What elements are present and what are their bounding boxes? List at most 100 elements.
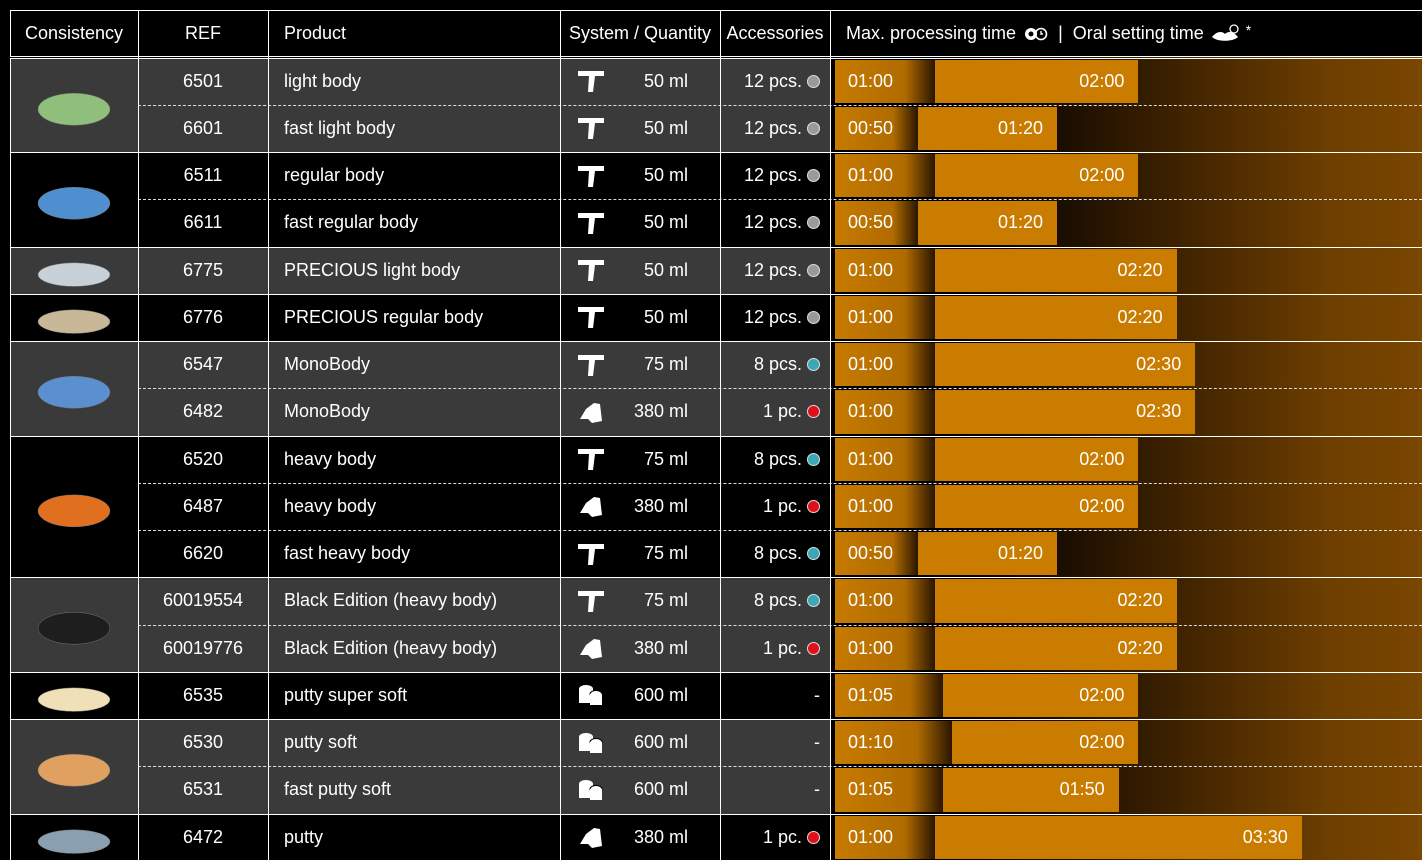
product: Black Edition (heavy body) — [284, 625, 554, 672]
consistency-sample — [10, 294, 138, 341]
setting-time: 02:20 — [935, 577, 1163, 624]
ref: 6775 — [138, 247, 268, 294]
column-line — [268, 10, 269, 860]
ref: 6601 — [138, 105, 268, 152]
row-separator — [138, 105, 1422, 106]
ref: 60019776 — [138, 625, 268, 672]
accessory-dot — [807, 264, 820, 277]
quantity: 75 ml — [600, 577, 688, 624]
accessories: 8 pcs. — [720, 577, 820, 624]
column-line — [720, 10, 721, 860]
accessory-dot — [807, 500, 820, 513]
processing-time: 01:00 — [848, 294, 893, 341]
accessories-text: 1 pc. — [763, 638, 802, 659]
accessory-dot — [807, 122, 820, 135]
accessory-dot — [807, 216, 820, 229]
processing-time: 00:50 — [848, 199, 893, 246]
accessories-text: 8 pcs. — [754, 354, 802, 375]
setting-icon — [1210, 24, 1240, 44]
accessories-text: - — [814, 732, 820, 753]
setting-time: 02:20 — [935, 247, 1163, 294]
consistency-sample — [10, 58, 138, 153]
accessories-text: 8 pcs. — [754, 590, 802, 611]
processing-time: 01:00 — [848, 436, 893, 483]
setting-time: 02:00 — [935, 152, 1124, 199]
setting-time: 02:20 — [935, 625, 1163, 672]
accessory-dot — [807, 642, 820, 655]
product: heavy body — [284, 436, 554, 483]
quantity: 50 ml — [600, 247, 688, 294]
consistency-sample — [10, 152, 138, 247]
product: fast light body — [284, 105, 554, 152]
processing-time: 01:00 — [848, 341, 893, 388]
processing-time: 01:00 — [848, 625, 893, 672]
group-separator — [10, 577, 1422, 578]
ref: 6535 — [138, 672, 268, 719]
page: Consistency REF Product System / Quantit… — [0, 0, 1422, 860]
quantity: 600 ml — [600, 719, 688, 766]
column-line — [138, 10, 139, 860]
header-times: Max. processing time | Oral setting time… — [846, 10, 1251, 57]
quantity: 50 ml — [600, 152, 688, 199]
row-separator — [138, 199, 1422, 200]
setting-time: 01:20 — [918, 105, 1043, 152]
accessories: 1 pc. — [720, 388, 820, 435]
ref: 6501 — [138, 58, 268, 105]
product: putty — [284, 814, 554, 860]
accessories: 12 pcs. — [720, 247, 820, 294]
product: PRECIOUS light body — [284, 247, 554, 294]
accessories: - — [720, 719, 820, 766]
group-separator — [10, 341, 1422, 342]
consistency-sample — [10, 436, 138, 578]
accessory-dot — [807, 405, 820, 418]
accessories: 12 pcs. — [720, 105, 820, 152]
column-line — [830, 10, 831, 860]
product: regular body — [284, 152, 554, 199]
accessory-dot — [807, 311, 820, 324]
product: fast regular body — [284, 199, 554, 246]
row-separator — [138, 388, 1422, 389]
processing-time: 01:00 — [848, 814, 893, 860]
accessories: 12 pcs. — [720, 199, 820, 246]
header-ref: REF — [138, 10, 268, 57]
group-separator — [10, 672, 1422, 673]
processing-time: 00:50 — [848, 105, 893, 152]
ref: 6530 — [138, 719, 268, 766]
accessory-dot — [807, 547, 820, 560]
quantity: 75 ml — [600, 436, 688, 483]
setting-time: 02:00 — [943, 672, 1124, 719]
product: putty soft — [284, 719, 554, 766]
product: PRECIOUS regular body — [284, 294, 554, 341]
group-separator — [10, 719, 1422, 720]
processing-time: 01:00 — [848, 58, 893, 105]
accessories-text: 8 pcs. — [754, 543, 802, 564]
product: MonoBody — [284, 341, 554, 388]
header-system: System / Quantity — [560, 10, 720, 57]
header-accessories: Accessories — [720, 10, 830, 57]
quantity: 380 ml — [600, 814, 688, 860]
header-setting: Oral setting time — [1073, 23, 1204, 44]
header-asterisk: * — [1246, 22, 1251, 38]
setting-time: 02:00 — [952, 719, 1125, 766]
setting-time: 02:20 — [935, 294, 1163, 341]
product: heavy body — [284, 483, 554, 530]
header-consistency: Consistency — [10, 10, 138, 57]
quantity: 50 ml — [600, 58, 688, 105]
accessories: 8 pcs. — [720, 341, 820, 388]
product: MonoBody — [284, 388, 554, 435]
row-separator — [138, 530, 1422, 531]
setting-time: 02:00 — [935, 58, 1124, 105]
setting-time: 01:20 — [918, 530, 1043, 577]
processing-time: 01:00 — [848, 577, 893, 624]
ref: 6620 — [138, 530, 268, 577]
ref: 6611 — [138, 199, 268, 246]
accessories: 1 pc. — [720, 814, 820, 860]
quantity: 50 ml — [600, 105, 688, 152]
accessories-text: 12 pcs. — [744, 71, 802, 92]
row-separator — [138, 483, 1422, 484]
accessories: 1 pc. — [720, 625, 820, 672]
consistency-sample — [10, 341, 138, 436]
accessory-dot — [807, 75, 820, 88]
setting-time: 02:00 — [935, 483, 1124, 530]
quantity: 380 ml — [600, 483, 688, 530]
